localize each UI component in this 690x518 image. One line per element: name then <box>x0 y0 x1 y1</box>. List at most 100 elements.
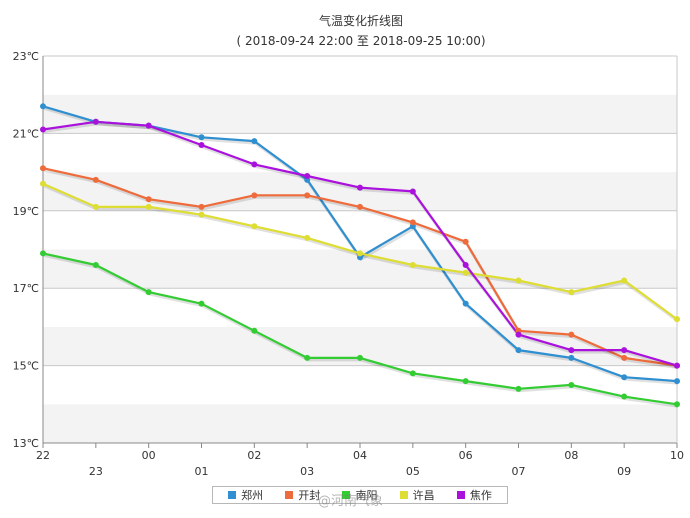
data-point <box>674 362 680 369</box>
x-tick-label: 05 <box>406 465 420 478</box>
x-tick-label: 09 <box>617 465 631 478</box>
y-tick-label: 17℃ <box>13 282 39 295</box>
data-point <box>462 269 469 276</box>
data-point <box>145 122 152 129</box>
data-point <box>304 234 311 241</box>
data-point <box>40 126 46 133</box>
data-point <box>674 316 680 323</box>
data-point <box>40 103 46 110</box>
y-tick-label: 23℃ <box>13 50 39 63</box>
data-point <box>357 354 363 361</box>
legend-item[interactable]: 焦作 <box>456 487 492 503</box>
data-point <box>145 203 152 210</box>
data-point <box>251 327 258 334</box>
legend-label: 许昌 <box>412 489 435 502</box>
chart-title: 气温变化折线图 <box>319 13 403 28</box>
data-point <box>568 354 575 361</box>
chart-legend: 郑州 开封 南阳 许昌 焦作 <box>212 486 508 504</box>
x-tick-label: 07 <box>512 465 526 478</box>
legend-swatch <box>342 491 351 499</box>
data-point <box>251 192 258 199</box>
data-point <box>198 203 205 210</box>
watermark-text: @河南气象 <box>318 494 384 509</box>
x-tick-label: 06 <box>459 449 473 462</box>
data-point <box>357 203 363 210</box>
x-tick-label: 03 <box>300 465 314 478</box>
data-point <box>568 331 575 338</box>
data-point <box>198 134 205 141</box>
data-point <box>568 289 575 296</box>
data-point <box>621 374 628 381</box>
legend-label: 开封 <box>298 489 321 502</box>
data-point <box>40 165 46 172</box>
data-point <box>621 354 628 361</box>
legend-label: 郑州 <box>241 489 264 502</box>
legend-swatch <box>399 491 408 499</box>
data-point <box>462 261 469 268</box>
data-point <box>251 161 258 168</box>
data-point <box>409 188 416 195</box>
data-point <box>409 370 416 377</box>
data-point <box>621 347 628 354</box>
data-point <box>198 211 205 218</box>
data-point <box>40 180 46 187</box>
data-point <box>92 203 99 210</box>
y-tick-label: 21℃ <box>13 127 39 140</box>
data-point <box>515 277 522 284</box>
data-point <box>145 289 152 296</box>
data-point <box>198 142 205 149</box>
data-point <box>357 184 363 191</box>
legend-item[interactable]: 许昌 <box>399 487 435 503</box>
data-point <box>515 331 522 338</box>
x-tick-label: 01 <box>195 465 209 478</box>
data-point <box>462 300 469 307</box>
data-point <box>92 176 99 183</box>
data-point <box>40 250 46 257</box>
legend-swatch <box>456 491 465 499</box>
legend-item[interactable]: 南阳 <box>342 487 377 503</box>
data-point <box>304 172 311 179</box>
data-point <box>357 250 363 257</box>
data-point <box>568 381 575 388</box>
plot-band <box>43 365 677 405</box>
plot-band <box>43 133 677 173</box>
plot-band <box>43 56 677 95</box>
data-point <box>462 378 469 385</box>
data-point <box>409 219 416 226</box>
y-tick-label: 15℃ <box>13 360 39 373</box>
data-point <box>568 347 575 354</box>
plot-band <box>43 404 677 443</box>
data-point <box>621 393 628 400</box>
data-point <box>621 277 628 284</box>
data-point <box>145 196 152 203</box>
data-point <box>304 192 311 199</box>
data-point <box>304 354 311 361</box>
data-point <box>674 378 680 385</box>
legend-label: 焦作 <box>469 489 492 502</box>
data-point <box>251 223 258 230</box>
legend-swatch <box>285 491 294 499</box>
legend-item[interactable]: 郑州 <box>228 487 263 503</box>
data-point <box>92 118 99 125</box>
y-tick-label: 13℃ <box>13 437 39 450</box>
plot-band <box>43 210 677 250</box>
x-tick-label: 10 <box>670 449 684 462</box>
data-point <box>251 138 258 145</box>
x-tick-label: 22 <box>36 449 50 462</box>
legend-swatch <box>228 491 237 499</box>
legend-item[interactable]: 开封 <box>285 487 320 503</box>
x-tick-label: 23 <box>89 465 103 478</box>
chart-subtitle: ( 2018-09-24 22:00 至 2018-09-25 10:00) <box>236 34 485 48</box>
data-point <box>515 385 522 392</box>
data-point <box>198 300 205 307</box>
data-point <box>92 261 99 268</box>
data-point <box>409 261 416 268</box>
data-point <box>462 238 469 245</box>
plot-band <box>43 288 677 327</box>
legend-label: 南阳 <box>355 489 378 502</box>
x-tick-label: 04 <box>353 449 367 462</box>
data-point <box>515 347 522 354</box>
x-tick-label: 02 <box>247 449 261 462</box>
x-tick-label: 00 <box>142 449 156 462</box>
